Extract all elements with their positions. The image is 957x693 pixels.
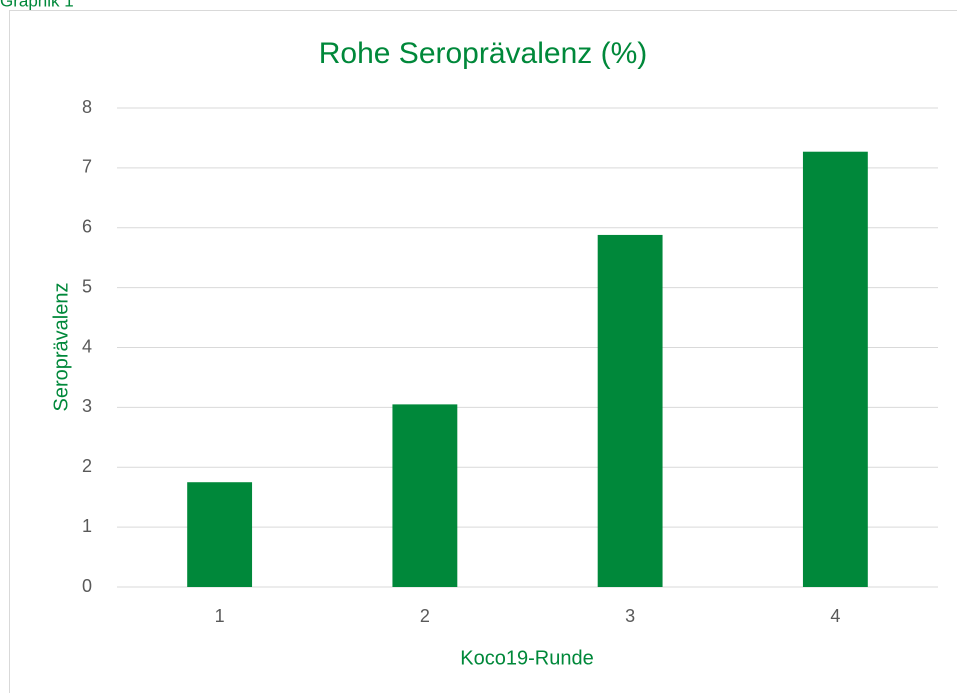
chart-title: Rohe Seroprävalenz (%) [319, 37, 648, 70]
y-tick-label: 0 [82, 576, 92, 596]
y-tick-label: 4 [82, 336, 92, 356]
y-tick-label: 2 [82, 456, 92, 476]
bar [597, 234, 663, 587]
y-tick-label: 5 [82, 276, 92, 296]
y-tick-label: 7 [82, 157, 92, 177]
bar [187, 482, 253, 587]
y-tick-label: 3 [82, 396, 92, 416]
y-tick-label: 1 [82, 516, 92, 536]
x-tick-label: 2 [420, 606, 430, 626]
x-tick-label: 3 [625, 606, 635, 626]
y-tick-label: 6 [82, 217, 92, 237]
y-tick-label: 8 [82, 97, 92, 117]
x-tick-label: 1 [215, 606, 225, 626]
y-axis-label: Seroprävalenz [50, 283, 72, 412]
x-tick-label: 4 [830, 606, 840, 626]
caption: Graphik 1 [0, 0, 74, 10]
x-axis-label: Koco19-Runde [460, 647, 593, 669]
bar [392, 404, 458, 587]
bar [802, 151, 868, 588]
chart-frame [9, 10, 957, 693]
